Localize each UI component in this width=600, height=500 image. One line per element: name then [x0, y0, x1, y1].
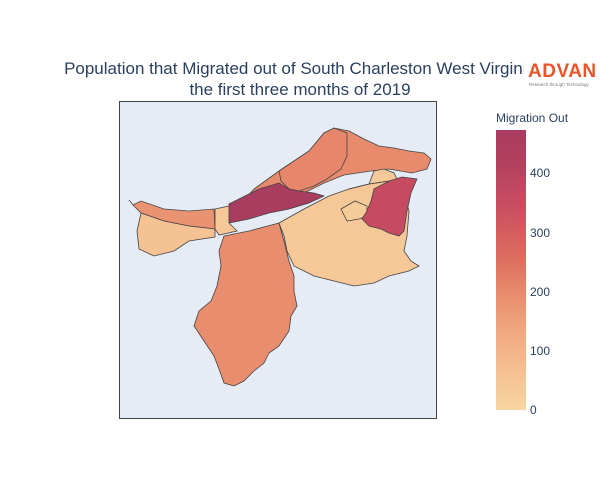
map-plot[interactable] — [119, 101, 437, 419]
title-line-2: the first three months of 2019 — [189, 80, 411, 99]
logo-brand: ADVAN — [528, 61, 597, 82]
chart-title: Population that Migrated out of South Ch… — [0, 58, 600, 100]
colorbar-tick-100: 100 — [530, 344, 551, 358]
colorbar-tick-200: 200 — [530, 285, 551, 299]
region-east-red[interactable] — [361, 176, 418, 237]
river-line-west — [128, 199, 134, 206]
colorbar-title: Migration Out — [496, 111, 569, 125]
colorbar-tick-400: 400 — [530, 166, 551, 180]
colorbar-gradient — [496, 130, 526, 410]
title-line-1: Population that Migrated out of South Ch… — [64, 59, 536, 78]
logo-tagline: Research through Technology — [529, 82, 589, 87]
region-small-gap[interactable] — [214, 205, 238, 236]
region-southern-large[interactable] — [193, 222, 298, 387]
region-east-small[interactable] — [348, 168, 400, 190]
colorbar-tick-0: 0 — [530, 403, 537, 417]
colorbar-tick-300: 300 — [530, 226, 551, 240]
region-west-lower[interactable] — [136, 212, 216, 257]
advan-logo: ADVAN Research through Technology — [524, 62, 600, 92]
region-highlighted-center[interactable] — [228, 182, 326, 224]
